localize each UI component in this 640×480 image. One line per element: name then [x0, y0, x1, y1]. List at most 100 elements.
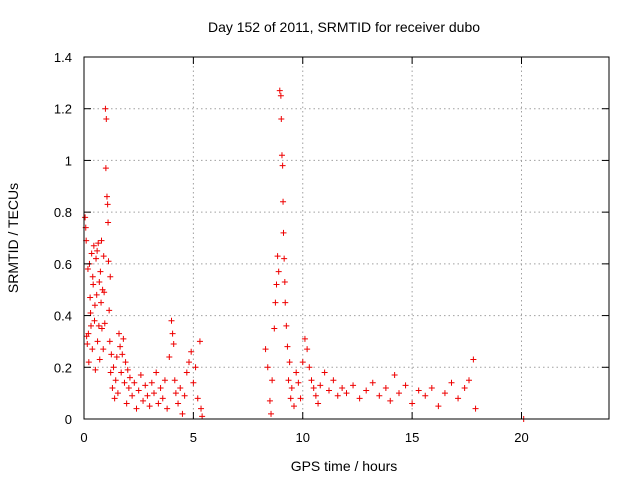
data-point — [159, 395, 166, 402]
data-point — [281, 255, 288, 262]
data-point — [120, 335, 127, 342]
data-point — [179, 410, 186, 417]
data-point — [91, 317, 98, 324]
data-point — [90, 281, 97, 288]
data-point — [170, 341, 177, 348]
data-point — [129, 392, 136, 399]
data-point — [96, 356, 103, 363]
data-point — [275, 268, 282, 275]
data-point — [334, 392, 341, 399]
data-point — [148, 379, 155, 386]
data-point — [271, 325, 278, 332]
data-point — [87, 309, 94, 316]
data-point — [116, 330, 122, 337]
data-point — [113, 353, 120, 360]
data-point — [90, 242, 97, 249]
y-tick-label: 0 — [65, 412, 72, 427]
data-point — [391, 372, 398, 379]
data-point — [108, 351, 115, 358]
y-tick-label: 0.6 — [54, 257, 72, 272]
data-point — [109, 384, 116, 391]
data-point — [88, 250, 95, 257]
data-point — [435, 403, 442, 410]
data-point — [286, 359, 293, 366]
data-point — [363, 387, 370, 394]
data-point — [194, 395, 201, 402]
data-point — [104, 201, 111, 208]
data-point — [181, 392, 188, 399]
data-point — [409, 400, 416, 407]
data-point — [312, 392, 319, 399]
data-point — [470, 356, 477, 363]
data-point — [110, 364, 117, 371]
data-point — [94, 338, 101, 345]
data-point — [288, 384, 295, 391]
data-point — [192, 364, 199, 371]
data-point — [89, 273, 96, 280]
data-point — [461, 384, 468, 391]
data-point — [97, 268, 104, 275]
y-tick-label: 1.2 — [54, 102, 72, 117]
data-point — [396, 390, 402, 397]
data-point — [103, 193, 110, 200]
data-point — [281, 278, 288, 285]
data-point — [95, 322, 102, 329]
data-point — [448, 379, 455, 386]
data-point — [102, 165, 109, 172]
data-point — [291, 403, 297, 410]
data-point — [310, 384, 317, 391]
data-point — [91, 302, 98, 309]
data-point — [350, 382, 357, 389]
y-tick-label: 1 — [65, 153, 72, 168]
data-point — [146, 403, 153, 410]
data-point — [105, 258, 112, 265]
data-point — [114, 390, 121, 397]
x-tick-label: 10 — [296, 430, 310, 445]
y-axis-label: SRMTID / TECUs — [5, 183, 21, 293]
data-point — [283, 322, 290, 329]
data-point — [151, 390, 157, 397]
plot-frame — [83, 56, 610, 420]
data-point — [317, 382, 324, 389]
x-axis-label: GPS time / hours — [291, 458, 398, 474]
data-point — [277, 92, 284, 99]
data-point — [280, 198, 287, 205]
data-point — [164, 405, 171, 412]
data-point — [171, 377, 178, 384]
data-point — [287, 395, 294, 402]
data-point — [122, 359, 129, 366]
data-point — [94, 247, 101, 254]
data-point — [125, 384, 132, 391]
data-point — [106, 338, 113, 345]
data-point — [308, 377, 315, 384]
data-point — [304, 346, 311, 353]
data-point — [356, 395, 363, 402]
data-point — [103, 116, 110, 123]
data-point — [198, 405, 205, 412]
data-point — [272, 299, 279, 306]
data-point — [100, 253, 107, 260]
data-point — [330, 377, 337, 384]
data-point — [82, 214, 89, 221]
data-point — [102, 105, 109, 112]
data-point — [168, 317, 175, 324]
data-point — [88, 322, 94, 329]
data-point — [124, 366, 131, 373]
y-tick-label: 0.2 — [54, 360, 72, 375]
data-point — [172, 390, 179, 397]
data-point — [472, 405, 479, 412]
data-point — [105, 219, 112, 226]
data-point — [106, 307, 113, 314]
data-point — [343, 390, 350, 397]
data-point — [89, 346, 96, 353]
data-point — [85, 330, 92, 337]
data-point — [98, 299, 105, 306]
data-point — [96, 278, 103, 285]
data-point — [107, 369, 114, 376]
data-point — [466, 377, 472, 384]
data-point — [273, 281, 280, 288]
data-point — [84, 341, 91, 348]
data-point — [293, 369, 300, 376]
data-point — [278, 152, 285, 159]
